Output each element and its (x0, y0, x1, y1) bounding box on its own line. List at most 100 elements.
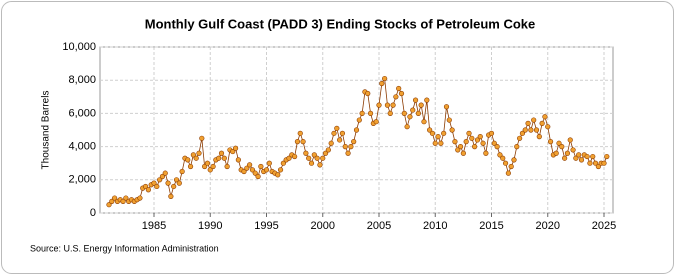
data-point (322, 150, 329, 156)
data-point (275, 172, 281, 178)
data-point (398, 90, 405, 97)
data-point (584, 153, 590, 160)
y-tick-label: 6,000 (68, 107, 96, 119)
y-tick-label: 8,000 (68, 74, 96, 86)
x-tick-label: 2020 (536, 220, 560, 232)
data-point (356, 117, 362, 123)
data-point (179, 168, 185, 175)
x-tick-label: 1985 (142, 220, 166, 232)
data-point (171, 183, 177, 190)
y-axis-label: Thousand Barrels (41, 91, 52, 170)
data-point (446, 117, 452, 123)
data-point (387, 110, 393, 116)
data-point (190, 152, 196, 158)
data-point (277, 167, 284, 173)
data-point (353, 127, 360, 133)
data-point (280, 160, 286, 166)
data-point (421, 119, 427, 125)
data-point (469, 135, 475, 141)
data-point (112, 195, 118, 201)
data-point (382, 75, 388, 82)
data-point (457, 144, 464, 150)
data-point (297, 130, 303, 136)
data-point (410, 107, 416, 113)
data-point (578, 157, 585, 163)
data-point (216, 155, 222, 161)
data-point (401, 110, 407, 116)
data-point (460, 150, 466, 156)
data-point (595, 163, 601, 170)
data-point (106, 202, 112, 208)
data-point (483, 150, 489, 156)
data-point (176, 180, 182, 186)
data-point (559, 144, 565, 150)
data-point (337, 137, 343, 143)
data-point (365, 90, 371, 97)
x-tick-label: 2010 (423, 220, 447, 232)
data-point (505, 170, 511, 176)
data-point (151, 180, 157, 186)
data-point (533, 127, 540, 133)
data-point (306, 155, 312, 161)
data-point (514, 144, 520, 150)
data-point (517, 135, 523, 141)
data-point (404, 124, 410, 130)
data-point (488, 130, 495, 136)
data-point (196, 150, 202, 156)
data-point (235, 157, 241, 163)
source: Source: U.S. Energy Information Administ… (30, 243, 219, 253)
data-point (432, 140, 438, 146)
data-point (204, 160, 211, 166)
data-point (241, 168, 247, 175)
data-point (539, 120, 545, 126)
x-tick-label: 2005 (367, 220, 391, 232)
data-point (542, 114, 548, 120)
x-tick-label: 1990 (198, 220, 222, 232)
data-point (221, 155, 227, 161)
data-point (142, 183, 149, 190)
data-point (202, 163, 208, 170)
data-point (427, 127, 433, 133)
data-point (576, 152, 582, 158)
data-point (339, 130, 346, 136)
data-point (567, 137, 573, 143)
data-point (384, 102, 391, 108)
data-point (455, 147, 461, 153)
data-point (424, 97, 430, 103)
x-tick-label: 2000 (311, 220, 335, 232)
x-tick-label: 1995 (254, 220, 278, 232)
data-point (165, 180, 171, 186)
data-point (525, 120, 531, 126)
data-point (109, 198, 115, 204)
data-point (266, 160, 272, 166)
data-point (120, 198, 126, 204)
data-point (367, 110, 374, 116)
data-point (393, 94, 399, 100)
data-point (592, 160, 599, 166)
data-point (390, 102, 396, 108)
data-point (334, 125, 340, 131)
data-point (185, 157, 191, 163)
data-point (345, 150, 351, 156)
data-point (207, 167, 213, 173)
data-point (536, 134, 542, 140)
data-point (466, 130, 472, 136)
data-point (317, 162, 323, 168)
data-point (472, 144, 478, 150)
data-point (249, 167, 256, 173)
data-point (590, 153, 596, 160)
data-point (308, 160, 315, 166)
data-point (570, 147, 576, 153)
data-point (443, 104, 450, 110)
data-point (218, 150, 225, 156)
data-point (314, 155, 320, 161)
data-point (438, 140, 444, 146)
data-point (379, 80, 385, 87)
data-point (199, 135, 205, 141)
data-point (562, 155, 568, 161)
data-point (491, 140, 497, 146)
data-point (325, 147, 331, 153)
data-point (137, 195, 143, 201)
data-point (145, 187, 151, 193)
